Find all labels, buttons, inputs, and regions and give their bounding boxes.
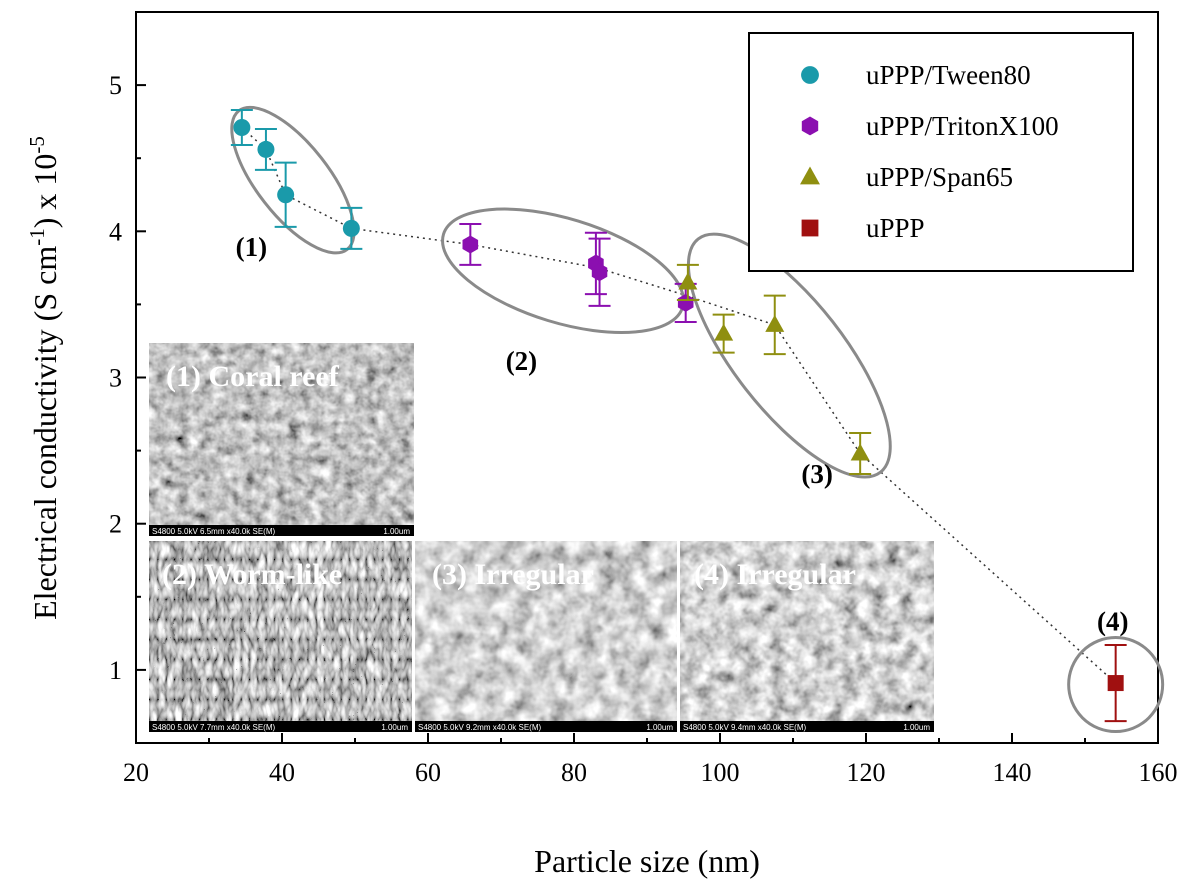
- sem-insets: S4800 5.0kV 6.5mm x40.0k SE(M) 1.00um (1…: [149, 343, 934, 732]
- inset-worm-like: S4800 5.0kV 7.7mm x40.0k SE(M) 1.00um (2…: [149, 541, 412, 732]
- legend-marker-4: [801, 219, 819, 237]
- data-point: [677, 293, 694, 312]
- series-2: [459, 222, 697, 323]
- y-tick-label: 3: [109, 364, 122, 393]
- x-tick-label: 100: [701, 758, 740, 787]
- inset-caption-1: S4800 5.0kV 6.5mm x40.0k SE(M): [152, 527, 276, 536]
- data-point: [714, 323, 734, 341]
- x-tick-label: 140: [993, 758, 1032, 787]
- inset-label-4: (4) Irregular: [694, 558, 856, 591]
- inset-label-3: (3) Irregular: [432, 558, 594, 591]
- x-tick-label: 60: [415, 758, 441, 787]
- series-4: [1104, 644, 1127, 723]
- group-ellipse-4: [1067, 636, 1165, 734]
- group-label-3: (3): [801, 459, 832, 489]
- x-tick-label: 80: [561, 758, 587, 787]
- inset-scale-4: 1.00um: [903, 723, 930, 732]
- x-axis-title: Particle size (nm): [534, 843, 760, 879]
- inset-caption-3: S4800 5.0kV 9.2mm x40.0k SE(M): [418, 723, 542, 732]
- y-tick-label: 5: [109, 71, 122, 100]
- y-tick-label: 1: [109, 656, 122, 685]
- series-1: [230, 108, 363, 250]
- x-tick-label: 160: [1139, 758, 1178, 787]
- legend-marker-3: [800, 166, 820, 185]
- legend-marker-2: [801, 116, 819, 136]
- group-ellipse-2: [441, 207, 686, 334]
- data-point: [233, 118, 251, 136]
- x-tick-label: 20: [123, 758, 149, 787]
- data-point: [1107, 675, 1124, 692]
- group-label-1: (1): [236, 232, 267, 262]
- x-tick-label: 120: [847, 758, 886, 787]
- y-axis: 1 2 3 4 5: [109, 11, 146, 744]
- legend-label-2: uPPP/TritonX100: [866, 111, 1059, 141]
- data-point: [591, 263, 608, 282]
- data-point: [850, 443, 870, 461]
- series-3: [676, 263, 872, 475]
- inset-scale-2: 1.00um: [381, 723, 408, 732]
- legend: uPPP/Tween80 uPPP/TritonX100 uPPP/Span65 uP…: [748, 32, 1134, 272]
- legend-label-4: uPPP: [866, 213, 925, 243]
- inset-caption-2: S4800 5.0kV 7.7mm x40.0k SE(M): [152, 723, 276, 732]
- x-axis: 20 40 60 80 100 120 140 160: [123, 733, 1178, 787]
- data-point: [678, 272, 698, 290]
- inset-coral-reef: S4800 5.0kV 6.5mm x40.0k SE(M) 1.00um (1…: [149, 343, 414, 536]
- legend-marker-1: [801, 66, 819, 84]
- legend-label-3: uPPP/Span65: [866, 162, 1013, 192]
- data-point: [277, 186, 295, 204]
- y-tick-label: 4: [109, 217, 122, 246]
- inset-scale-1: 1.00um: [383, 527, 410, 536]
- inset-label-1: (1) Coral reef: [166, 360, 340, 393]
- data-point: [765, 314, 785, 332]
- y-tick-label: 2: [109, 510, 122, 539]
- data-points: [230, 108, 1127, 723]
- data-point: [462, 235, 479, 254]
- group-label-4: (4): [1097, 606, 1128, 636]
- inset-irregular-3: S4800 5.0kV 9.2mm x40.0k SE(M) 1.00um (3…: [415, 541, 677, 732]
- group-label-2: (2): [506, 346, 537, 376]
- group-ellipse-3: [686, 232, 892, 479]
- legend-label-1: uPPP/Tween80: [866, 60, 1031, 90]
- inset-scale-3: 1.00um: [646, 723, 673, 732]
- inset-irregular-4: S4800 5.0kV 9.4mm x40.0k SE(M) 1.00um (4…: [680, 541, 934, 732]
- x-tick-label: 40: [269, 758, 295, 787]
- data-point: [342, 219, 360, 237]
- inset-label-2: (2) Worm-like: [162, 558, 342, 591]
- inset-caption-4: S4800 5.0kV 9.4mm x40.0k SE(M): [683, 723, 807, 732]
- y-axis-title: Electrical conductivity (S cm-1) x 10-5: [25, 136, 63, 620]
- data-point: [257, 140, 275, 158]
